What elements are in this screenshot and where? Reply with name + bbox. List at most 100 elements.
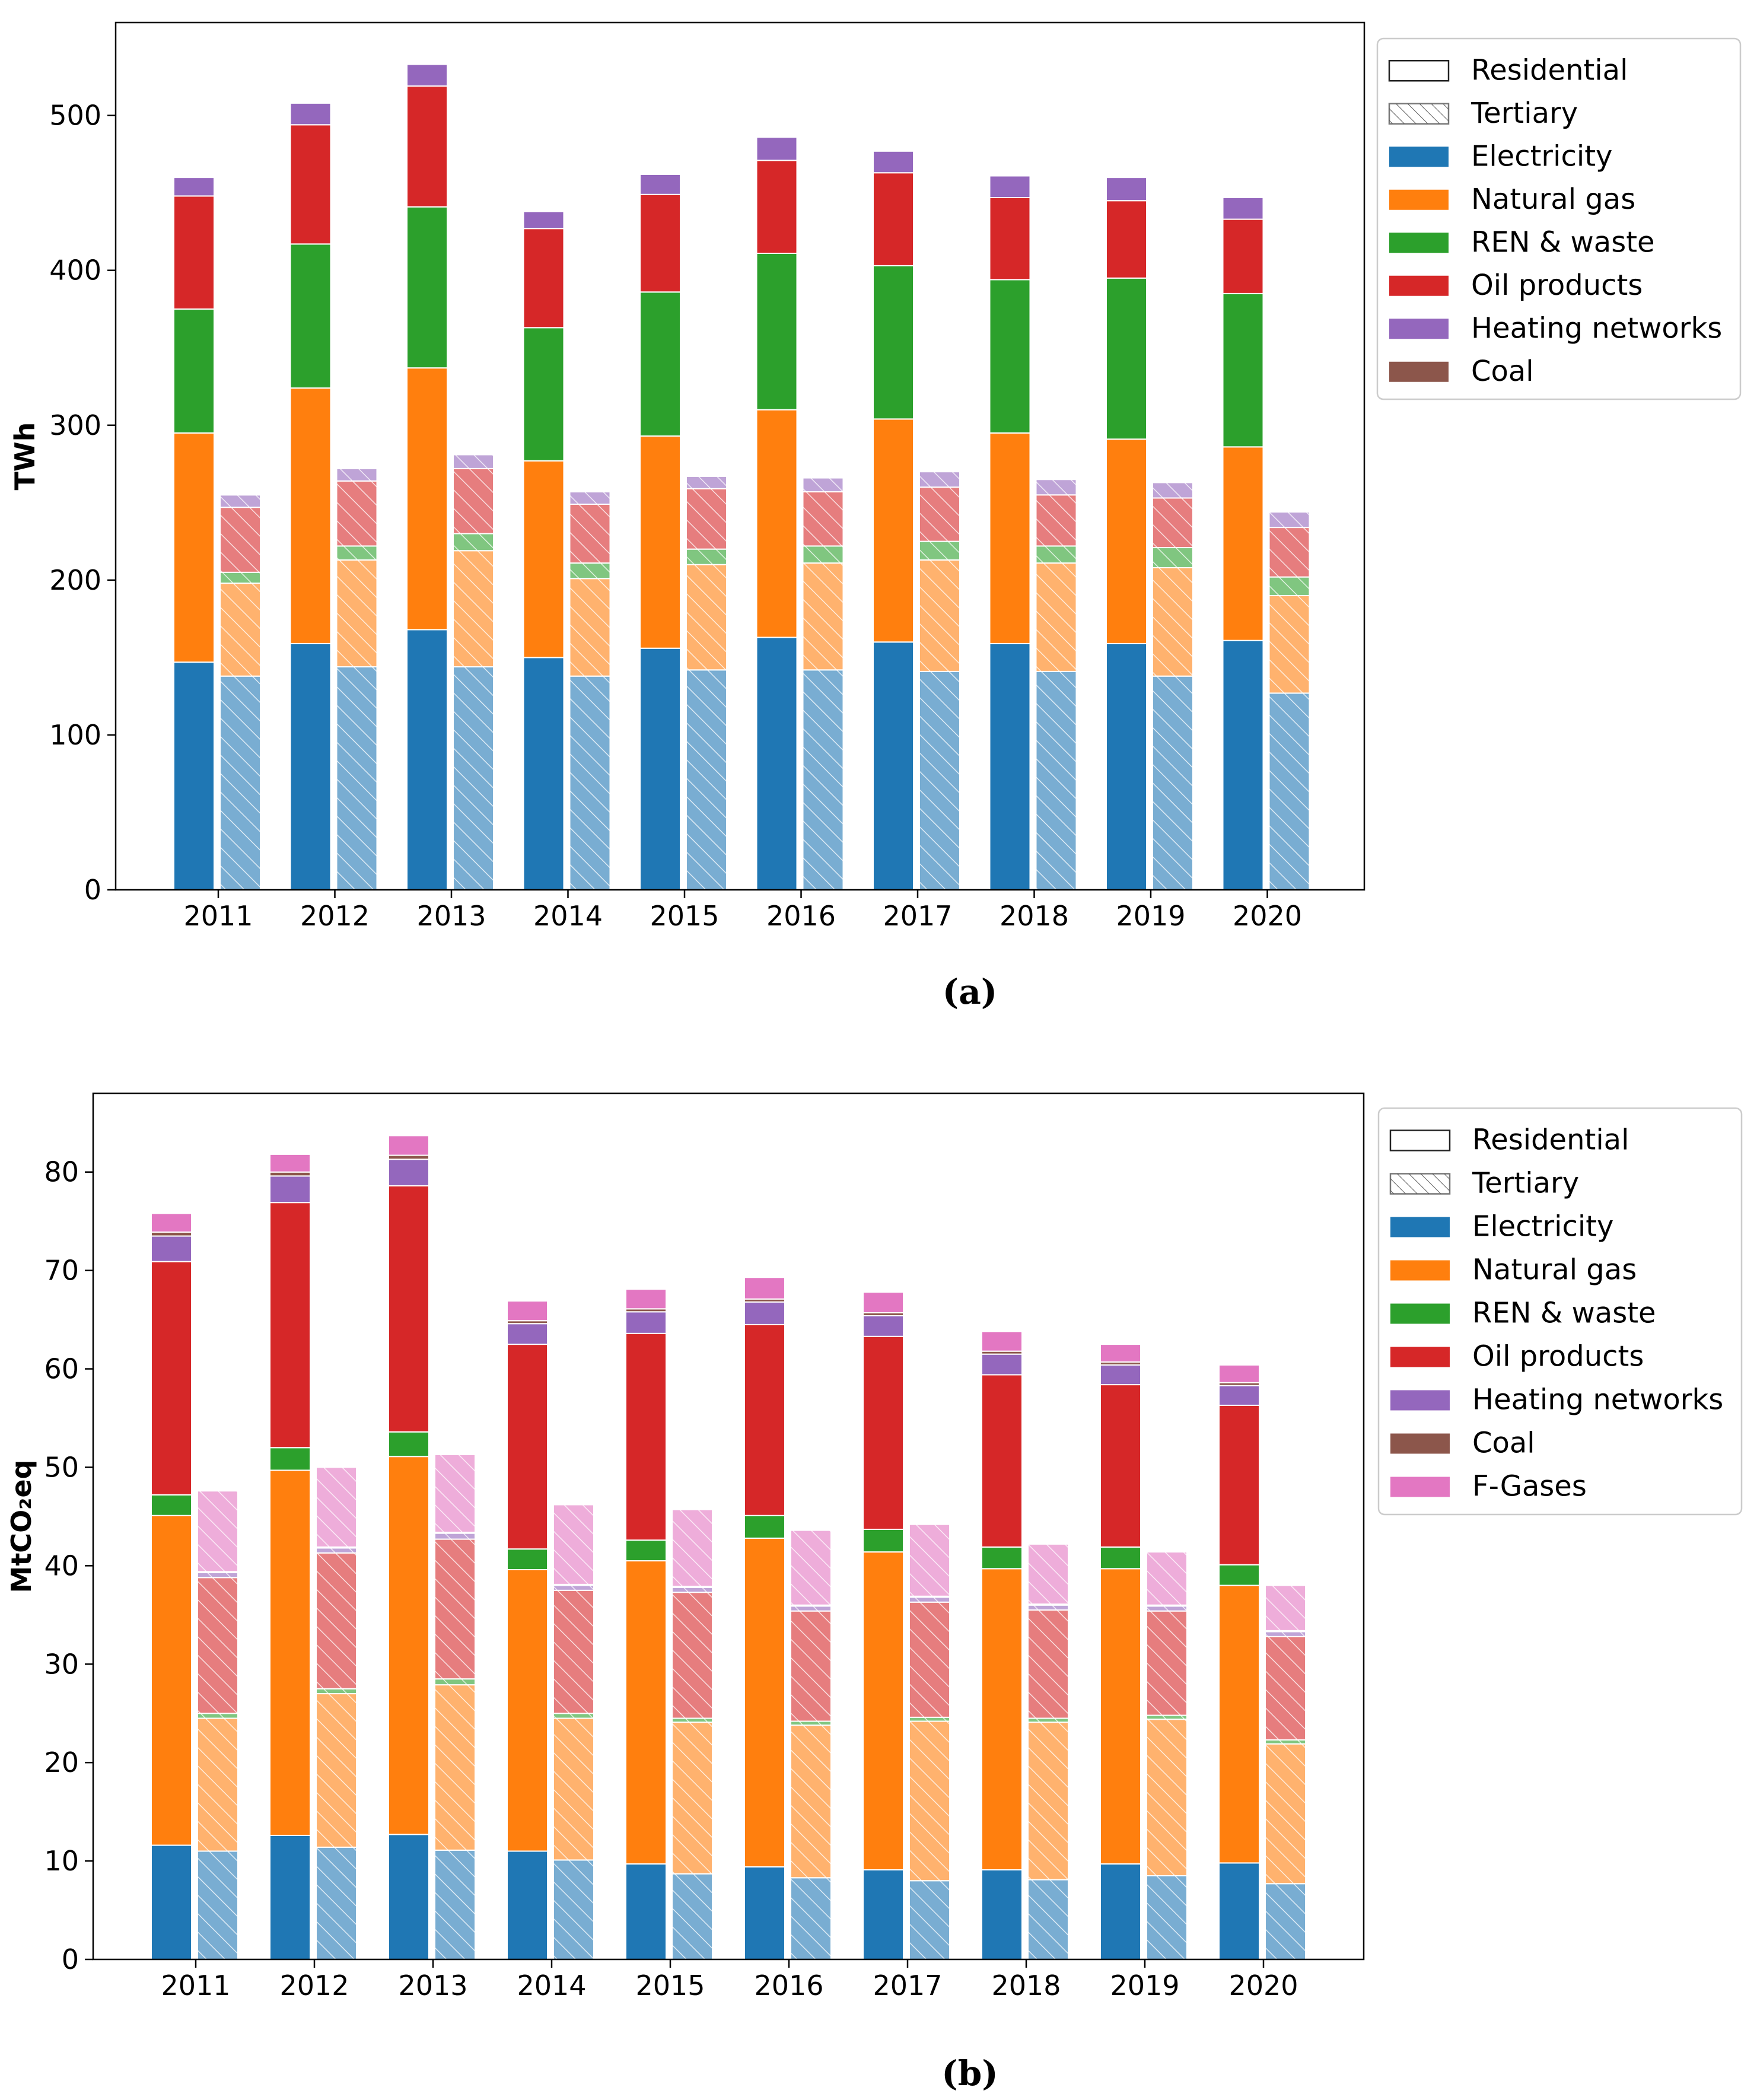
legend-label-electricity: Electricity: [1472, 1210, 1613, 1243]
x-tick-label: 2015: [650, 900, 719, 932]
bar-2014-residential-ren-waste: [507, 1548, 548, 1571]
bar-2014-residential-heating-networks: [507, 1323, 548, 1345]
panel-b-y-axis: 0 10 20 30 40 50 60 70 80: [44, 1156, 93, 1975]
bar-hatch-2014-heating-networks: [553, 1585, 594, 1590]
bar-hatch-2017-coal: [919, 470, 960, 472]
bar-hatch-2013-heating-networks: [453, 454, 494, 469]
bar-2018-residential-ren-waste: [989, 279, 1031, 434]
bar-hatch-2016-coal: [803, 477, 844, 478]
x-tick-label: 2011: [161, 1969, 230, 2002]
bar-hatch-2016-oil-products: [791, 1611, 831, 1722]
bar-2014-residential-electricity: [523, 657, 565, 890]
bar-2020-residential-electricity: [1218, 1862, 1260, 1961]
bar-2017-residential-heating-networks: [862, 1315, 904, 1337]
bar-2013-residential-ren-waste: [388, 1431, 429, 1458]
bar-hatch-2019-f-gases: [1147, 1552, 1187, 1605]
bar-hatch-2013-f-gases: [435, 1454, 475, 1532]
legend-swatch-tertiary-hatch: [1390, 1173, 1450, 1194]
bar-2019-residential-natural-gas: [1106, 438, 1147, 644]
y-tick-label: 0: [62, 1943, 79, 1975]
y-tick-label: 30: [44, 1648, 79, 1680]
bar-hatch-2012-electricity: [336, 667, 377, 890]
panel-a-bars: [173, 63, 1310, 891]
bar-2014-residential-f-gases: [507, 1300, 548, 1322]
bar-hatch-2014-natural-gas: [553, 1718, 594, 1860]
bar-2013-residential-oil-products: [388, 1185, 429, 1433]
y-tick-label: 20: [44, 1746, 79, 1778]
panel-b-legend: Residential Tertiary Electricity Natural ga…: [1377, 1107, 1743, 1516]
bar-2016-residential-f-gases: [744, 1277, 785, 1300]
bar-hatch-2015-oil-products: [672, 1592, 712, 1719]
bar-hatch-2017-natural-gas: [919, 559, 960, 672]
bar-hatch-2020-electricity: [1269, 693, 1310, 890]
bar-2012-residential-ren-waste: [269, 1447, 311, 1471]
x-tick-label: 2013: [416, 900, 486, 932]
bar-hatch-2017-electricity: [909, 1881, 950, 1959]
bar-2018-residential-heating-networks: [981, 1353, 1023, 1376]
bar-2011-residential-heating-networks: [173, 177, 215, 197]
y-tick-label: 10: [44, 1845, 79, 1877]
bar-hatch-2015-natural-gas: [686, 564, 727, 670]
bar-2020-residential-heating-networks: [1218, 1385, 1260, 1406]
y-tick-label: 60: [44, 1353, 79, 1385]
bar-hatch-2019-electricity: [1147, 1875, 1187, 1959]
legend-label-electricity: Electricity: [1471, 139, 1612, 173]
bar-2020-residential-f-gases: [1218, 1364, 1260, 1383]
bar-2012-residential-oil-products: [269, 1202, 311, 1449]
bar-2020-residential-coal: [1222, 196, 1264, 199]
bar-2015-residential-electricity: [639, 647, 681, 890]
bar-2017-residential-f-gases: [862, 1291, 904, 1313]
bar-hatch-2011-ren-waste: [198, 1713, 238, 1719]
bar-2018-residential-electricity: [989, 642, 1031, 891]
bar-hatch-2018-natural-gas: [1036, 563, 1077, 672]
bar-hatch-2013-oil-products: [453, 468, 494, 534]
bar-hatch-2012-coal: [336, 467, 377, 469]
bar-2019-residential-ren-waste: [1100, 1546, 1141, 1570]
bar-2011-residential-electricity: [173, 661, 215, 890]
bar-2013-residential-f-gases: [388, 1135, 429, 1156]
bar-hatch-2012-natural-gas: [316, 1694, 357, 1847]
bar-2014-residential-oil-products: [523, 228, 565, 329]
bar-hatch-2012-ren-waste: [316, 1688, 357, 1694]
legend-swatch-oil-products: [1389, 275, 1449, 296]
bar-hatch-2014-ren-waste: [569, 563, 610, 579]
legend-label-residential: Residential: [1472, 1124, 1629, 1157]
legend-swatch-oil-products: [1390, 1347, 1450, 1367]
bar-2014-residential-natural-gas: [507, 1569, 548, 1852]
legend-label-ren-waste: REN & waste: [1472, 1297, 1656, 1330]
x-tick-label: 2020: [1228, 1969, 1298, 2002]
bar-hatch-2014-heating-networks: [569, 492, 610, 504]
bar-hatch-2015-heating-networks: [686, 476, 727, 489]
legend-label-oil-products: Oil products: [1471, 269, 1643, 302]
bar-2015-residential-f-gases: [625, 1288, 667, 1310]
legend-label-natural-gas: Natural gas: [1472, 1253, 1637, 1287]
bar-hatch-2011-coal: [220, 494, 260, 495]
bar-hatch-2011-natural-gas: [198, 1718, 238, 1851]
y-tick-label: 100: [49, 719, 101, 751]
bar-2016-residential-oil-products: [756, 160, 798, 254]
bar-hatch-2017-natural-gas: [909, 1721, 950, 1881]
bar-2018-residential-electricity: [981, 1869, 1023, 1960]
bar-2014-residential-electricity: [507, 1850, 548, 1960]
bar-hatch-2017-electricity: [919, 671, 960, 890]
bar-2015-residential-oil-products: [639, 193, 681, 293]
x-tick-label: 2016: [766, 900, 836, 932]
bar-hatch-2019-natural-gas: [1153, 567, 1193, 676]
bar-hatch-2019-ren-waste: [1153, 548, 1193, 568]
y-tick-label: 200: [49, 564, 101, 596]
bar-2017-residential-oil-products: [873, 172, 914, 266]
bar-2019-residential-natural-gas: [1100, 1568, 1141, 1865]
bar-hatch-2019-heating-networks: [1153, 482, 1193, 498]
legend-swatch-ren-waste: [1390, 1303, 1450, 1324]
bar-hatch-2017-heating-networks: [919, 472, 960, 488]
bar-hatch-2020-coal: [1269, 511, 1310, 512]
y-tick-label: 50: [44, 1451, 79, 1483]
bar-2017-residential-electricity: [862, 1869, 904, 1960]
x-tick-label: 2014: [533, 900, 603, 932]
bar-hatch-2018-natural-gas: [1028, 1722, 1068, 1880]
bar-2016-residential-ren-waste: [744, 1514, 785, 1539]
bar-hatch-2016-heating-networks: [803, 478, 844, 492]
bar-hatch-2015-electricity: [672, 1873, 712, 1959]
bar-hatch-2016-f-gases: [791, 1530, 831, 1605]
bar-hatch-2013-oil-products: [435, 1539, 475, 1679]
